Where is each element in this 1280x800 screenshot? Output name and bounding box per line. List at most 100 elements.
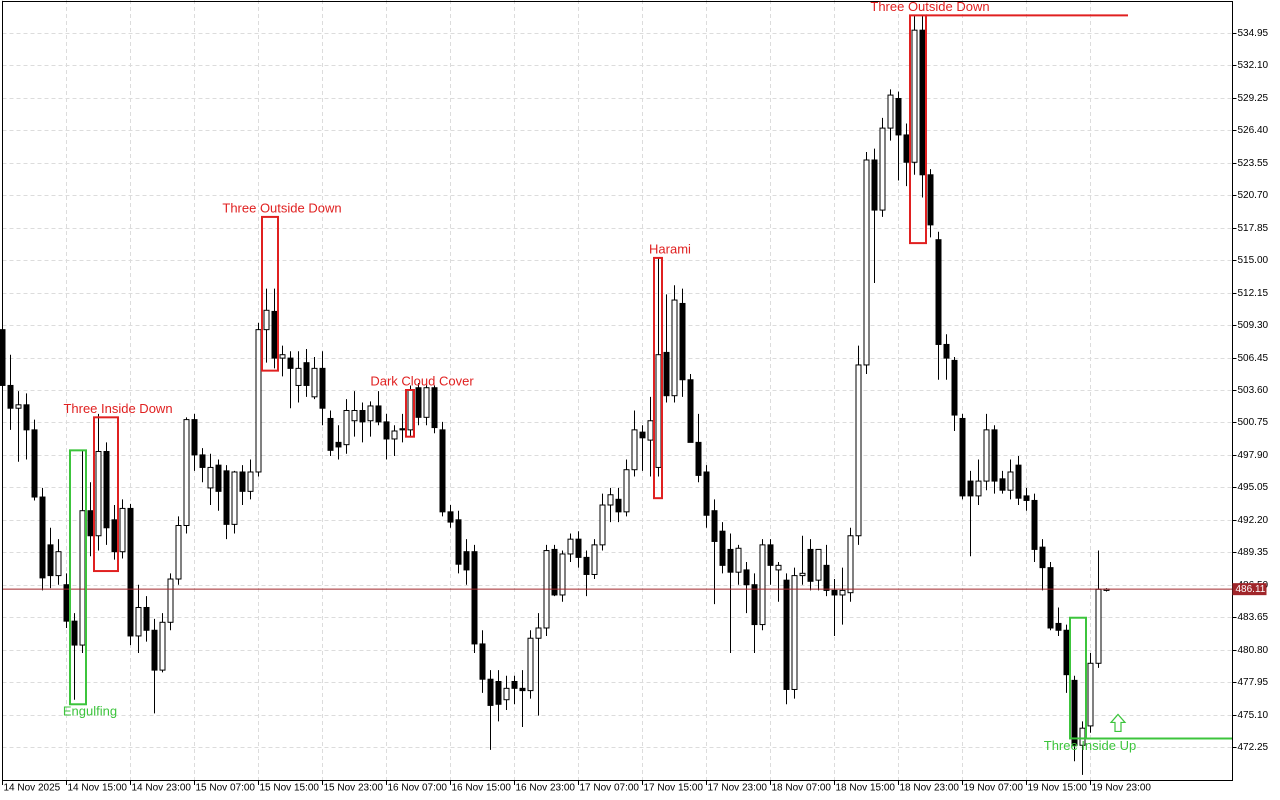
candle-body <box>1015 464 1022 499</box>
y-tick-label: 475.10 <box>1238 710 1269 721</box>
candle-body <box>391 430 398 440</box>
candle-body <box>215 464 222 492</box>
candle-body <box>583 556 590 575</box>
candle-body <box>231 471 238 525</box>
candle-body <box>495 681 502 705</box>
candle-body <box>431 387 438 429</box>
pattern-label: Three Outside Down <box>870 0 989 14</box>
x-tick-label: 17 Nov 23:00 <box>708 783 768 794</box>
pattern-label: Three Outside Down <box>222 200 341 215</box>
candle-body <box>39 496 46 579</box>
y-tick-label: 480.80 <box>1238 645 1269 656</box>
candle-body <box>823 564 830 591</box>
pattern-label: Three Inside Down <box>63 401 172 416</box>
candle-body <box>255 329 262 473</box>
candle-body <box>151 629 158 671</box>
candle-body <box>511 681 518 689</box>
candle-body <box>191 419 198 456</box>
price-label-box <box>1232 583 1267 596</box>
x-tick-label: 16 Nov 15:00 <box>452 783 512 794</box>
x-tick-label: 16 Nov 07:00 <box>388 783 448 794</box>
candle-body <box>199 454 206 468</box>
candle-body <box>759 544 766 626</box>
candle-body <box>143 606 150 631</box>
y-tick-label: 515.00 <box>1238 255 1269 266</box>
candle-body <box>87 510 94 537</box>
candle-body <box>767 544 774 566</box>
candle-body <box>999 478 1006 491</box>
candle-body <box>319 367 326 409</box>
candle-body <box>751 584 758 626</box>
y-tick-label: 472.25 <box>1238 742 1269 753</box>
pattern-label: Dark Cloud Cover <box>370 373 474 388</box>
y-tick-label: 509.30 <box>1238 320 1269 331</box>
y-tick-label: 532.10 <box>1238 60 1269 71</box>
candle-body <box>615 498 622 513</box>
y-tick-label: 512.15 <box>1238 288 1269 299</box>
pattern-box <box>653 256 663 500</box>
candle-body <box>439 429 446 513</box>
candle-body <box>1039 546 1046 569</box>
y-tick-label: 492.20 <box>1238 515 1269 526</box>
grid-layer <box>2 0 1233 780</box>
candle-body <box>303 362 310 386</box>
x-tick-label: 16 Nov 23:00 <box>516 783 576 794</box>
pattern-box <box>405 389 415 438</box>
candle-body <box>1063 629 1070 676</box>
candle-body <box>1095 588 1102 664</box>
candle-body <box>815 548 822 581</box>
x-tick-label: 19 Nov 07:00 <box>964 783 1024 794</box>
x-tick-label: 18 Nov 15:00 <box>836 783 896 794</box>
candle-body <box>247 471 254 492</box>
candle-body <box>863 159 870 366</box>
candle-body <box>223 470 230 525</box>
y-tick-label: 497.90 <box>1238 450 1269 461</box>
x-tick-label: 19 Nov 15:00 <box>1028 783 1088 794</box>
pattern-box <box>261 215 279 372</box>
x-tick-label: 17 Nov 07:00 <box>580 783 640 794</box>
signal-arrow <box>1109 713 1127 733</box>
candle-body <box>927 174 934 226</box>
candle-body <box>7 384 14 409</box>
candle-body <box>407 389 414 431</box>
candle-body <box>71 620 78 646</box>
candle-body <box>351 409 358 422</box>
candle-body <box>663 351 670 397</box>
candle-body <box>455 519 462 565</box>
x-tick-label: 19 Nov 23:00 <box>1092 783 1152 794</box>
candle-body <box>175 525 182 580</box>
pattern-box <box>909 14 927 245</box>
candle-body <box>263 309 270 331</box>
candle-body <box>975 480 982 497</box>
candle-body <box>79 510 86 646</box>
candle-body <box>575 538 582 558</box>
candle-body <box>903 134 910 163</box>
candle-body <box>335 441 342 448</box>
candle-body <box>655 354 662 468</box>
candle-body <box>487 678 494 706</box>
candle-body <box>399 428 406 431</box>
candle-body <box>639 431 646 439</box>
y-tick-label: 506.45 <box>1238 353 1269 364</box>
candle-body <box>383 421 390 440</box>
candle-body <box>23 404 30 431</box>
y-tick-label: 503.60 <box>1238 385 1269 396</box>
candle-body <box>239 471 246 492</box>
y-tick-label: 526.40 <box>1238 125 1269 136</box>
candle-body <box>911 29 918 163</box>
pattern-box <box>69 449 87 706</box>
candle-body <box>791 575 798 690</box>
candle-body <box>647 420 654 441</box>
candle-body <box>567 538 574 555</box>
candle-body <box>327 417 334 451</box>
candle-body <box>535 627 542 639</box>
candle-body <box>991 429 998 482</box>
y-tick-label: 517.85 <box>1238 223 1269 234</box>
candle-body <box>711 510 718 542</box>
candle-body <box>631 429 638 471</box>
candle-body <box>47 544 54 577</box>
pattern-label: Three Inside Up <box>1044 738 1137 753</box>
pattern-label: Harami <box>649 241 691 256</box>
y-tick-label: 523.55 <box>1238 158 1269 169</box>
